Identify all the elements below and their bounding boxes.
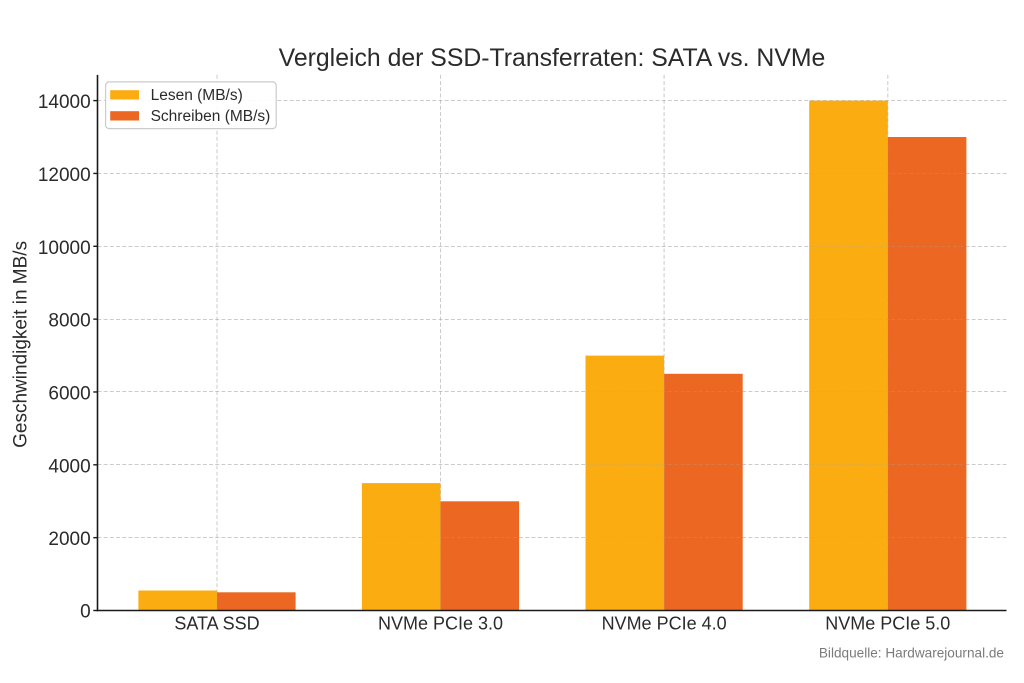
svg-text:14000: 14000 [38, 92, 91, 113]
svg-text:Vergleich der SSD-Transferrate: Vergleich der SSD-Transferraten: SATA vs… [279, 45, 826, 72]
svg-text:SATA SSD: SATA SSD [174, 614, 259, 634]
svg-text:12000: 12000 [38, 165, 91, 186]
svg-text:NVMe PCIe 5.0: NVMe PCIe 5.0 [825, 614, 950, 634]
svg-text:Geschwindigkeit in MB/s: Geschwindigkeit in MB/s [11, 241, 32, 448]
svg-text:0: 0 [80, 602, 91, 623]
svg-text:6000: 6000 [48, 384, 90, 405]
svg-text:NVMe PCIe 3.0: NVMe PCIe 3.0 [378, 614, 503, 634]
svg-text:10000: 10000 [38, 238, 91, 259]
svg-text:8000: 8000 [48, 311, 90, 332]
svg-text:4000: 4000 [48, 456, 90, 477]
svg-text:Bildquelle: Hardwarejournal.de: Bildquelle: Hardwarejournal.de [819, 646, 1004, 661]
svg-text:2000: 2000 [48, 529, 90, 550]
svg-text:Schreiben (MB/s): Schreiben (MB/s) [151, 108, 271, 125]
svg-text:NVMe PCIe 4.0: NVMe PCIe 4.0 [602, 614, 727, 634]
svg-text:Lesen (MB/s): Lesen (MB/s) [151, 87, 243, 104]
